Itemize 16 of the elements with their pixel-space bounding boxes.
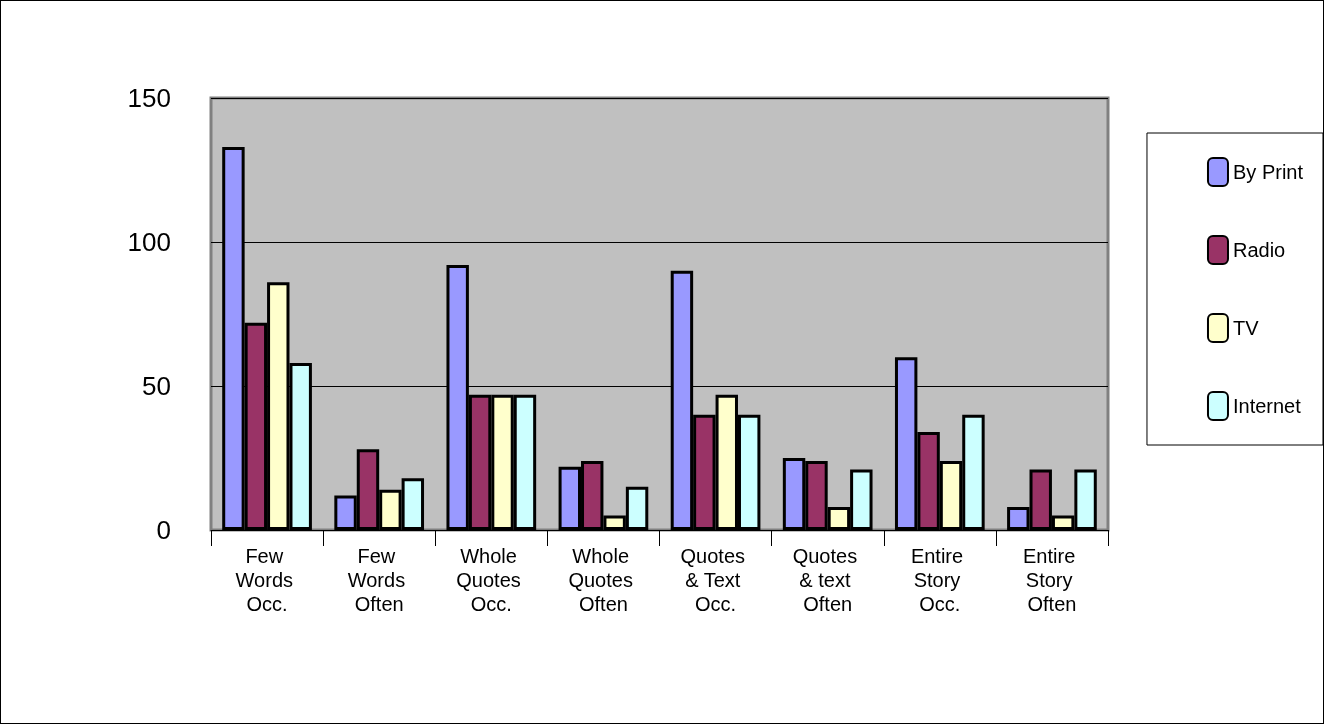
x-tick-label: Entire Story Often [1023,545,1081,615]
legend-label: By Print [1232,161,1304,183]
x-tick-label: Quotes & text Often [792,545,863,615]
y-tick-label: 150 [127,83,171,113]
y-tick-label: 0 [156,515,171,545]
y-tick-label: 100 [127,227,171,257]
x-tick-label: Whole Quotes Often [568,545,639,615]
legend-label: TV [1232,317,1260,339]
x-tick-label: Quotes & Text Occ. [680,545,751,615]
x-tick-label: Entire Story Occ. [910,545,969,615]
x-tick-label: Whole Quotes Occ. [456,545,527,615]
legend-label: Internet [1232,395,1302,417]
legend-label: Radio [1232,239,1286,261]
x-tick-label: Few Words Often [347,545,411,615]
y-tick-label: 50 [142,371,171,401]
x-tick-label: Few Words Occ. [235,545,299,615]
